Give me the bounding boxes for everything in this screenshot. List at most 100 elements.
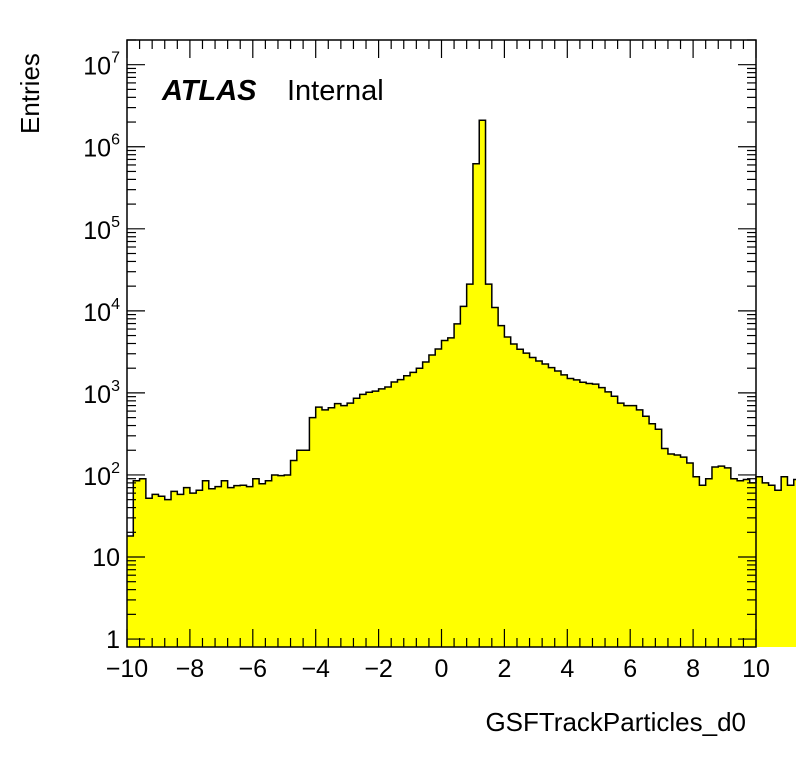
- x-tick-label: −6: [239, 655, 268, 683]
- y-tick-label: 10: [92, 544, 120, 572]
- histogram-bar: [328, 407, 336, 647]
- histogram-bar: [630, 405, 638, 647]
- histogram-bar: [636, 409, 644, 647]
- y-tick-labels: 1 10 102 103 104 105 106 107: [83, 50, 120, 654]
- x-tick-label: −8: [176, 655, 205, 683]
- histogram-bar: [208, 488, 216, 647]
- histogram-bar: [592, 384, 600, 647]
- y-axis-title: Entries: [15, 53, 45, 134]
- histogram-bar: [145, 498, 153, 647]
- x-tick-label: 8: [686, 655, 700, 683]
- histogram-bar: [479, 120, 487, 648]
- histogram-bar: [422, 362, 430, 647]
- histogram-bar: [554, 370, 562, 647]
- histogram-bar: [762, 482, 770, 647]
- histogram-bar: [693, 476, 700, 647]
- histogram-bar: [699, 485, 707, 647]
- y-tick-label: 107: [83, 50, 120, 81]
- histogram-bar: [491, 307, 499, 647]
- histogram-bar: [372, 391, 380, 647]
- histogram-bar: [277, 475, 285, 647]
- histogram-bar: [133, 480, 141, 647]
- histogram-bar: [498, 325, 505, 647]
- histogram-bar: [605, 391, 612, 647]
- histogram-bar: [271, 474, 279, 647]
- histogram-bar: [454, 323, 461, 647]
- histogram-bar: [359, 394, 367, 647]
- histogram-bar: [183, 487, 191, 647]
- histogram-bar: [711, 466, 719, 647]
- histogram-bar: [158, 496, 166, 647]
- histogram-bar: [252, 478, 260, 647]
- x-tick-label: 0: [435, 655, 449, 683]
- histogram-bar: [139, 478, 147, 647]
- histogram-bar: [787, 485, 795, 647]
- y-tick-label: 106: [83, 132, 120, 163]
- histogram-bar: [724, 467, 732, 647]
- histogram-bar: [535, 360, 543, 647]
- histogram-bar: [472, 163, 480, 647]
- histogram-bar: [391, 381, 399, 647]
- x-axis-title: GSFTrackParticles_d0: [485, 707, 746, 737]
- histogram-bar: [548, 367, 556, 647]
- histogram-bar: [516, 349, 524, 647]
- histogram-bar: [743, 479, 751, 647]
- histogram-bar: [227, 487, 235, 647]
- histogram-bar: [196, 490, 204, 647]
- histogram-bar: [265, 480, 273, 647]
- histogram-bar: [466, 284, 474, 647]
- x-tick-labels: −10 −8 −6 −4 −2 0 2 4 6 8 10: [106, 655, 770, 683]
- histogram-bar: [347, 403, 355, 647]
- histogram-bar: [410, 372, 417, 647]
- histogram-bar: [309, 417, 317, 647]
- histogram-bar: [384, 387, 392, 647]
- histogram-bar: [202, 480, 210, 647]
- histogram-bar: [567, 378, 575, 647]
- y-tick-label: 105: [83, 214, 120, 245]
- histogram-bar: [542, 364, 550, 647]
- y-tick-label: 103: [83, 378, 120, 409]
- histogram-bar: [598, 387, 606, 647]
- histogram-bar: [353, 398, 361, 647]
- x-tick-label: −10: [106, 655, 148, 683]
- y-tick-label: 102: [83, 460, 120, 491]
- histogram-bar: [623, 405, 631, 647]
- histogram-bar: [321, 409, 329, 647]
- x-tick-label: 4: [560, 655, 574, 683]
- histogram-bar: [428, 354, 436, 647]
- x-tick-label: −2: [364, 655, 393, 683]
- histogram-bars: [127, 120, 796, 648]
- histogram-bar: [221, 480, 229, 647]
- histogram-bar: [246, 486, 254, 647]
- histogram-bar: [642, 416, 650, 647]
- histogram-bar: [756, 476, 763, 647]
- histogram-bar: [674, 455, 682, 647]
- histogram-bar: [152, 494, 160, 647]
- histogram-bar: [579, 382, 587, 647]
- histogram-bar: [523, 353, 531, 647]
- histogram-bar: [655, 429, 663, 647]
- histogram-bar: [730, 478, 738, 647]
- histogram-bar: [561, 374, 568, 647]
- histogram-bar: [296, 450, 304, 647]
- histogram-bar: [705, 478, 713, 647]
- histogram-bar: [164, 499, 172, 647]
- histogram-bar: [573, 379, 581, 647]
- x-tick-label: 6: [623, 655, 637, 683]
- histogram-bar: [680, 457, 688, 647]
- histogram-bar: [768, 485, 776, 647]
- histogram-bar: [686, 462, 694, 647]
- x-tick-label: −4: [301, 655, 330, 683]
- histogram-bar: [781, 476, 789, 647]
- histogram-bar: [435, 348, 443, 647]
- histogram-bar: [441, 340, 449, 647]
- histogram-bar: [485, 284, 493, 647]
- histogram-bar: [529, 357, 537, 647]
- histogram-bar: [403, 375, 411, 647]
- x-tick-label: 10: [742, 655, 770, 683]
- histogram-bar: [259, 483, 266, 647]
- histogram-bar: [617, 403, 625, 647]
- histogram-bar: [315, 407, 323, 647]
- y-tick-label: 104: [83, 296, 120, 327]
